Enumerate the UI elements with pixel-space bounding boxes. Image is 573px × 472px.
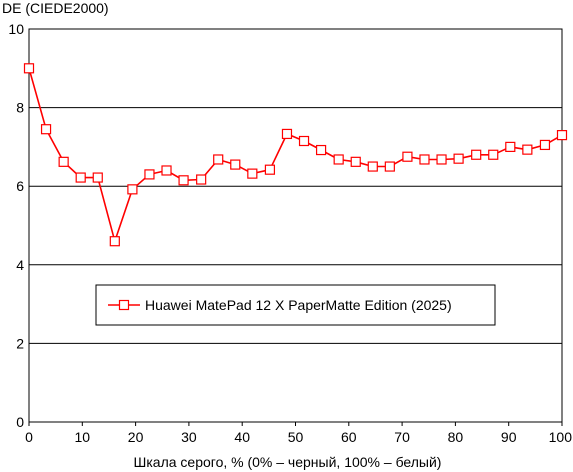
- data-point: [367, 161, 378, 172]
- legend: Huawei MatePad 12 X PaperMatte Edition (…: [95, 284, 496, 326]
- data-point: [471, 149, 482, 160]
- data-point: [333, 154, 344, 165]
- data-point: [264, 164, 276, 175]
- x-tick-label: 70: [394, 429, 410, 445]
- x-tick-label: 90: [501, 429, 517, 445]
- series-group: [23, 63, 568, 247]
- data-point: [92, 172, 103, 183]
- y-axis-title: DE (CIEDE2000): [2, 0, 109, 16]
- x-tick-label: 50: [288, 429, 304, 445]
- x-tick-label: 10: [75, 429, 91, 445]
- data-point: [488, 149, 499, 160]
- data-point: [109, 236, 120, 247]
- data-point: [247, 168, 258, 179]
- data-point: [522, 144, 533, 155]
- x-tick-label: 80: [448, 429, 464, 445]
- series-line: [28, 68, 563, 242]
- data-point: [213, 154, 224, 165]
- data-point: [58, 156, 69, 167]
- data-point: [436, 154, 447, 165]
- gridlines: [29, 107, 562, 344]
- data-point: [196, 174, 207, 185]
- data-point: [419, 154, 430, 165]
- data-point: [453, 153, 464, 164]
- x-axis-ticks: 0 10 20 30 40 50 60 70 80 90 100: [25, 422, 572, 445]
- x-tick-label: 40: [234, 429, 250, 445]
- legend-box: [95, 284, 496, 326]
- x-tick-label: 100: [549, 429, 573, 445]
- data-point: [402, 151, 413, 162]
- legend-marker: [118, 299, 130, 311]
- y-axis-ticks: 0 2 4 6 8 10: [8, 21, 24, 430]
- data-point: [315, 144, 327, 156]
- data-point: [144, 169, 155, 180]
- y-tick-label: 4: [16, 257, 24, 273]
- data-point: [350, 156, 361, 167]
- data-point: [556, 130, 568, 141]
- data-point: [281, 128, 293, 140]
- data-point: [161, 165, 172, 176]
- data-point: [75, 172, 86, 183]
- data-point: [539, 139, 551, 151]
- y-tick-label: 0: [16, 414, 24, 430]
- x-tick-label: 0: [25, 429, 33, 445]
- data-point: [505, 141, 516, 152]
- y-tick-label: 2: [16, 335, 24, 351]
- plot-area: [28, 28, 563, 423]
- y-tick-label: 10: [8, 21, 24, 37]
- y-tick-label: 6: [16, 178, 24, 194]
- y-tick-label: 8: [16, 100, 24, 116]
- x-tick-label: 60: [341, 429, 357, 445]
- data-point: [40, 124, 52, 135]
- x-tick-label: 30: [181, 429, 197, 445]
- legend-label: Huawei MatePad 12 X PaperMatte Edition (…: [145, 297, 452, 313]
- data-point: [23, 63, 35, 74]
- data-point: [230, 159, 241, 170]
- data-point: [178, 175, 189, 186]
- x-axis-title: Шкала серого, % (0% – черный, 100% – бел…: [134, 454, 442, 470]
- x-tick-label: 20: [128, 429, 144, 445]
- data-point: [298, 135, 310, 147]
- data-point: [384, 161, 395, 172]
- data-point: [127, 184, 138, 195]
